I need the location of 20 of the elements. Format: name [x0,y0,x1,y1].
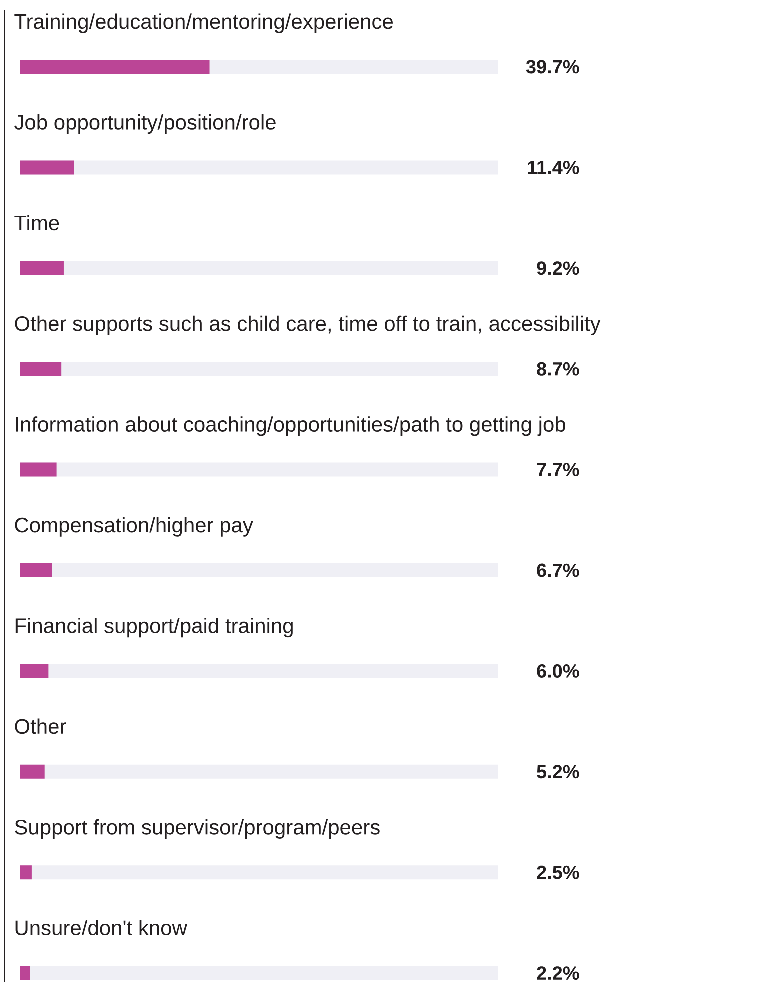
y-tick-label: Other supports such as child care, time off to train, accessibility [15,316,601,336]
data-label: 2.5% [537,866,580,880]
y-tick-label: Financial support/paid training [16,618,293,638]
y-tick-label: Time [14,215,60,231]
y-tick-label: Unsure/don't know [16,920,188,936]
y-tick-label: Compensation/higher pay [15,517,254,537]
data-label: 6.0% [537,664,580,678]
data-label: 8.7% [537,362,580,376]
y-tick-label: Other [15,718,66,734]
data-label: 39.7% [526,60,580,74]
y-tick-label: Information about coaching/opportunities/path to getting job [16,416,566,436]
data-label: 7.7% [537,463,580,476]
y-tick-label: Support from supervisor/program/peers [15,819,380,839]
data-label: 6.7% [537,564,580,578]
data-label: 5.2% [537,765,580,779]
data-label: 9.2% [537,262,580,276]
y-tick-label: Job opportunity/position/role [14,114,276,134]
y-tick-label: Training/education/mentoring/experience [14,14,393,34]
data-label: 2.2% [537,966,580,980]
data-label: 11.4% [528,161,580,174]
